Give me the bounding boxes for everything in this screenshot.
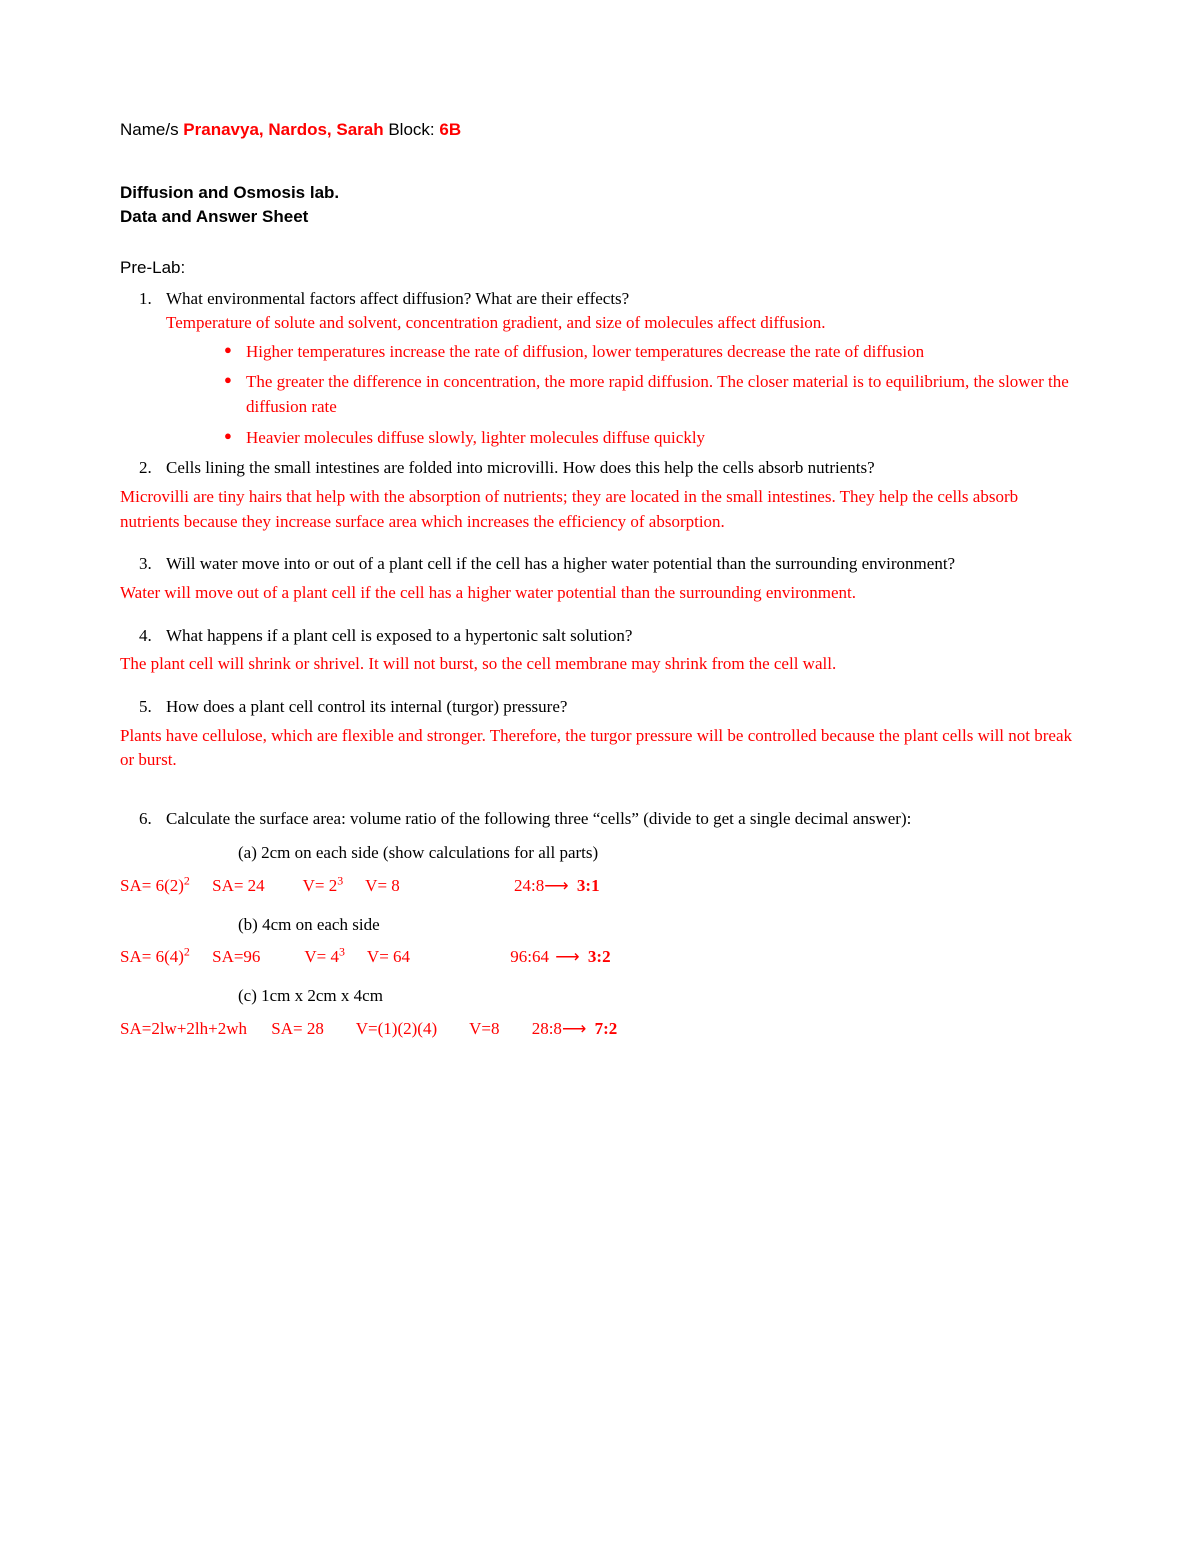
calc-b-v1: V= 4 — [304, 947, 339, 966]
calc-a-ratio-out: 3:1 — [577, 876, 600, 895]
arrow-icon: ⟶ — [562, 1019, 586, 1038]
calc-a-ratio-in: 24:8 — [514, 876, 544, 895]
document-page: Name/s Pranavya, Nardos, Sarah Block: 6B… — [0, 0, 1200, 1553]
question-list-cont-6: Calculate the surface area: volume ratio… — [156, 807, 1080, 832]
arrow-icon: ⟶ — [555, 947, 579, 966]
title-block: Diffusion and Osmosis lab. Data and Answ… — [120, 181, 1080, 230]
q3-text: Will water move into or out of a plant c… — [166, 554, 955, 573]
q1-bullets: Higher temperatures increase the rate of… — [224, 340, 1080, 451]
q2-answer: Microvilli are tiny hairs that help with… — [120, 485, 1080, 534]
q6c-calc: SA=2lw+2lh+2wh SA= 28 V=(1)(2)(4) V=8 28… — [120, 1017, 1080, 1042]
calc-c-sa1: SA=2lw+2lh+2wh — [120, 1019, 247, 1038]
question-list-cont-3: Will water move into or out of a plant c… — [156, 552, 1080, 577]
name-block-line: Name/s Pranavya, Nardos, Sarah Block: 6B — [120, 118, 1080, 143]
arrow-icon: ⟶ — [544, 876, 568, 895]
calc-a-sa1-sup: 2 — [184, 873, 190, 887]
q6b-calc: SA= 6(4)2 SA=96 V= 43 V= 64 96:64 ⟶ 3:2 — [120, 945, 1080, 970]
calc-c-sa2: SA= 28 — [271, 1019, 324, 1038]
q5-answer: Plants have cellulose, which are flexibl… — [120, 724, 1080, 773]
calc-a-v1-sup: 3 — [337, 873, 343, 887]
calc-a-sa1: SA= 6(2) — [120, 876, 184, 895]
title-line-1: Diffusion and Osmosis lab. — [120, 181, 1080, 206]
calc-a-sa2: SA= 24 — [212, 876, 265, 895]
q1-bullet-2: The greater the difference in concentrat… — [224, 370, 1080, 419]
calc-c-v2: V=8 — [469, 1019, 499, 1038]
q5-text: How does a plant cell control its intern… — [166, 697, 567, 716]
q6b-label: (b) 4cm on each side — [238, 913, 1080, 938]
question-list: What environmental factors affect diffus… — [156, 287, 1080, 481]
calc-c-v1: V=(1)(2)(4) — [356, 1019, 437, 1038]
q6a-calc: SA= 6(2)2 SA= 24 V= 23 V= 8 24:8⟶ 3:1 — [120, 874, 1080, 899]
calc-b-sa1: SA= 6(4) — [120, 947, 184, 966]
calc-b-v1-sup: 3 — [339, 945, 345, 959]
q6c-label: (c) 1cm x 2cm x 4cm — [238, 984, 1080, 1009]
block-label: Block: — [384, 120, 440, 139]
q6a-label: (a) 2cm on each side (show calculations … — [238, 841, 1080, 866]
calc-b-sa2: SA=96 — [212, 947, 260, 966]
title-line-2: Data and Answer Sheet — [120, 205, 1080, 230]
names-value: Pranavya, Nardos, Sarah — [183, 120, 383, 139]
q3-answer: Water will move out of a plant cell if t… — [120, 581, 1080, 606]
q1: What environmental factors affect diffus… — [156, 287, 1080, 451]
calc-b-sa1-sup: 2 — [184, 945, 190, 959]
q2: Cells lining the small intestines are fo… — [156, 456, 1080, 481]
calc-a-v2: V= 8 — [365, 876, 400, 895]
q1-bullet-3: Heavier molecules diffuse slowly, lighte… — [224, 426, 1080, 451]
q1-text: What environmental factors affect diffus… — [166, 289, 629, 308]
q5: How does a plant cell control its intern… — [156, 695, 1080, 720]
q6-text: Calculate the surface area: volume ratio… — [166, 809, 911, 828]
q4-answer: The plant cell will shrink or shrivel. I… — [120, 652, 1080, 677]
question-list-cont-4: What happens if a plant cell is exposed … — [156, 624, 1080, 649]
calc-b-v2: V= 64 — [367, 947, 410, 966]
q4: What happens if a plant cell is exposed … — [156, 624, 1080, 649]
calc-a-v1: V= 2 — [303, 876, 338, 895]
question-list-cont-5: How does a plant cell control its intern… — [156, 695, 1080, 720]
names-label: Name/s — [120, 120, 183, 139]
calc-c-ratio-in: 28:8 — [532, 1019, 562, 1038]
calc-c-ratio-out: 7:2 — [595, 1019, 618, 1038]
calc-b-ratio-out: 3:2 — [588, 947, 611, 966]
prelab-label: Pre-Lab: — [120, 256, 1080, 281]
q3: Will water move into or out of a plant c… — [156, 552, 1080, 577]
q2-text: Cells lining the small intestines are fo… — [166, 458, 875, 477]
block-value: 6B — [439, 120, 461, 139]
q1-bullet-1: Higher temperatures increase the rate of… — [224, 340, 1080, 365]
q1-answer-lead: Temperature of solute and solvent, conce… — [166, 311, 1080, 336]
q6: Calculate the surface area: volume ratio… — [156, 807, 1080, 832]
calc-b-ratio-in: 96:64 — [510, 947, 549, 966]
q4-text: What happens if a plant cell is exposed … — [166, 626, 632, 645]
